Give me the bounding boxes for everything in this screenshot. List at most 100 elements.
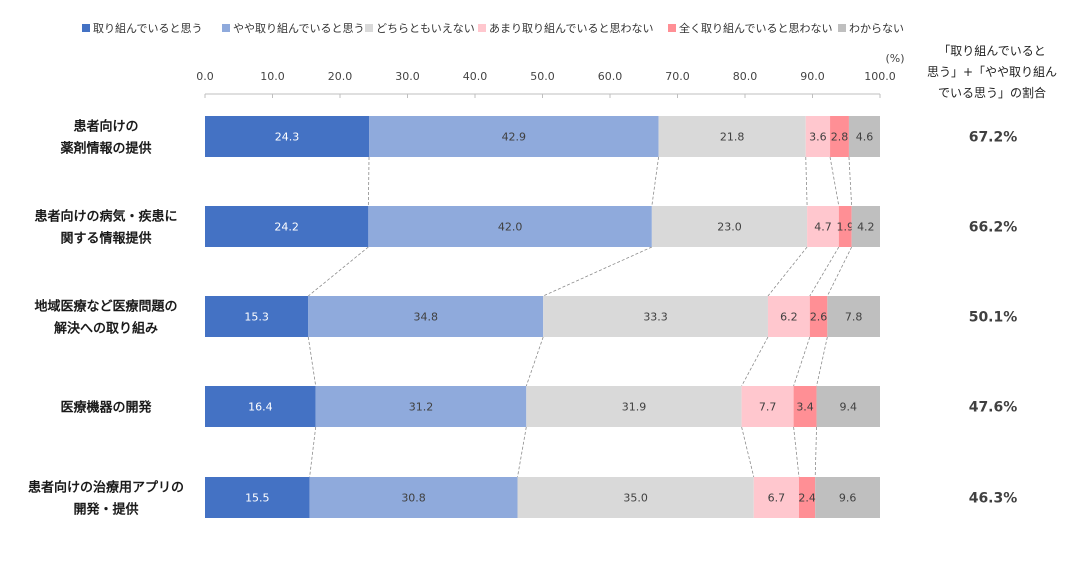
connector-line [651, 156, 659, 207]
data-label: 7.8 [845, 311, 863, 324]
data-label: 24.3 [275, 131, 300, 144]
bar-segment [830, 116, 849, 157]
bar-segment [658, 116, 806, 157]
x-tick-label: 90.0 [800, 70, 825, 83]
ratio-header-line: 「取り組んでいると [938, 44, 1045, 58]
data-label: 7.7 [759, 401, 777, 414]
ratio-values: 67.2% 66.2% 50.1% 47.6% 46.3% [969, 130, 1018, 507]
bar-segment [827, 296, 880, 337]
category-label: 患者向けの病気・疾患に [34, 209, 177, 225]
category-label: 患者向けの治療用アプリの [28, 480, 184, 496]
ratio-value: 66.2% [969, 220, 1018, 236]
ratio-value: 47.6% [969, 400, 1018, 416]
data-label: 1.9 [836, 221, 854, 234]
connector-line [525, 336, 544, 387]
connector-line [829, 156, 840, 207]
bar-segment [753, 477, 799, 518]
ratio-value: 67.2% [969, 130, 1018, 146]
data-label: 33.3 [643, 311, 668, 324]
bar-segment [838, 206, 852, 247]
legend-swatch [838, 24, 846, 32]
bar-segment [741, 386, 794, 427]
data-label: 24.2 [274, 221, 299, 234]
connector-lines [307, 156, 853, 478]
data-label: 16.4 [248, 401, 273, 414]
data-label: 2.8 [831, 131, 849, 144]
x-tick-label: 30.0 [395, 70, 420, 83]
legend-swatch [365, 24, 373, 32]
bar-segment [517, 477, 754, 518]
ratio-value: 50.1% [969, 310, 1018, 326]
bar-segment [816, 386, 880, 427]
legend-label: 全く取り組んでいると思わない [679, 21, 832, 35]
bar-segment [815, 477, 880, 518]
x-tick-label: 10.0 [260, 70, 285, 83]
data-label: 23.0 [717, 221, 742, 234]
x-tick-label: 20.0 [328, 70, 353, 83]
legend-swatch [222, 24, 230, 32]
data-label: 9.6 [839, 492, 857, 505]
bar-segment [205, 116, 370, 157]
data-label: 31.9 [622, 401, 647, 414]
bar-segment [767, 296, 810, 337]
data-label: 31.2 [409, 401, 434, 414]
connector-line [848, 156, 853, 207]
data-label: 15.3 [244, 311, 269, 324]
x-tick-label: 40.0 [463, 70, 488, 83]
connector-line [517, 426, 527, 478]
legend-label: あまり取り組んでいると思わない [489, 22, 653, 35]
x-axis: 0.0 10.0 20.0 30.0 40.0 50.0 60.0 70.0 80.0 90.0 1… [196, 70, 896, 98]
data-label: 2.4 [798, 492, 816, 505]
bar-segment [315, 386, 527, 427]
data-label: 2.6 [810, 311, 828, 324]
bar-segment [851, 206, 880, 247]
data-label: 15.5 [245, 492, 270, 505]
category-label: 患者向けの [73, 119, 138, 135]
data-label: 30.8 [401, 492, 426, 505]
legend-swatch [478, 24, 486, 32]
data-label: 34.8 [413, 311, 438, 324]
x-tick-label: 50.0 [530, 70, 555, 83]
data-label: 4.7 [814, 221, 832, 234]
bar-segment [805, 116, 831, 157]
category-label: 関する情報提供 [60, 231, 151, 247]
connector-line [793, 426, 800, 478]
data-label: 4.6 [856, 131, 874, 144]
bar-segment [543, 296, 768, 337]
legend-label: どちらともいえない [376, 22, 475, 35]
bar-segment [799, 477, 816, 518]
axis-unit-label: (%) [885, 52, 904, 65]
connector-line [741, 426, 755, 478]
legend-label: やや取り組んでいると思う [233, 22, 364, 35]
legend: 取り組んでいると思う やや取り組んでいると思う どちらともいえない あまり取り組んでい… [82, 21, 904, 35]
category-label: 開発・提供 [73, 502, 138, 518]
category-label: 地域医療など医療問題の [34, 299, 177, 315]
bar-segment [205, 206, 369, 247]
category-labels: 患者向けの薬剤情報の提供患者向けの病気・疾患に関する情報提供地域医療など医療問題… [28, 119, 184, 518]
bar-segment [526, 386, 742, 427]
data-label: 3.4 [796, 401, 814, 414]
data-label: 9.4 [840, 401, 858, 414]
bar-segment [809, 296, 828, 337]
connector-line [308, 246, 369, 297]
ratio-header-line: 思う」+「やや取り組ん [927, 65, 1057, 79]
connector-line [793, 336, 811, 387]
connector-line [816, 336, 828, 387]
connector-line [805, 156, 808, 207]
bar-segment [205, 296, 309, 337]
data-label: 35.0 [623, 492, 648, 505]
connector-line [543, 246, 653, 297]
data-label: 4.2 [857, 221, 875, 234]
bars: 24.3 42.9 21.8 3.6 2.8 4.6 24.2 42.0 23.0 4.7 1.9 4… [205, 116, 880, 518]
x-tick-label: 100.0 [864, 70, 896, 83]
connector-line [309, 426, 317, 478]
ratio-header-line: でいる思う」の割合 [938, 85, 1046, 100]
data-label: 21.8 [720, 131, 745, 144]
connector-line [814, 426, 817, 478]
data-label: 6.2 [780, 311, 798, 324]
connector-line [809, 246, 840, 297]
x-tick-label: 60.0 [598, 70, 623, 83]
bar-segment [793, 386, 817, 427]
